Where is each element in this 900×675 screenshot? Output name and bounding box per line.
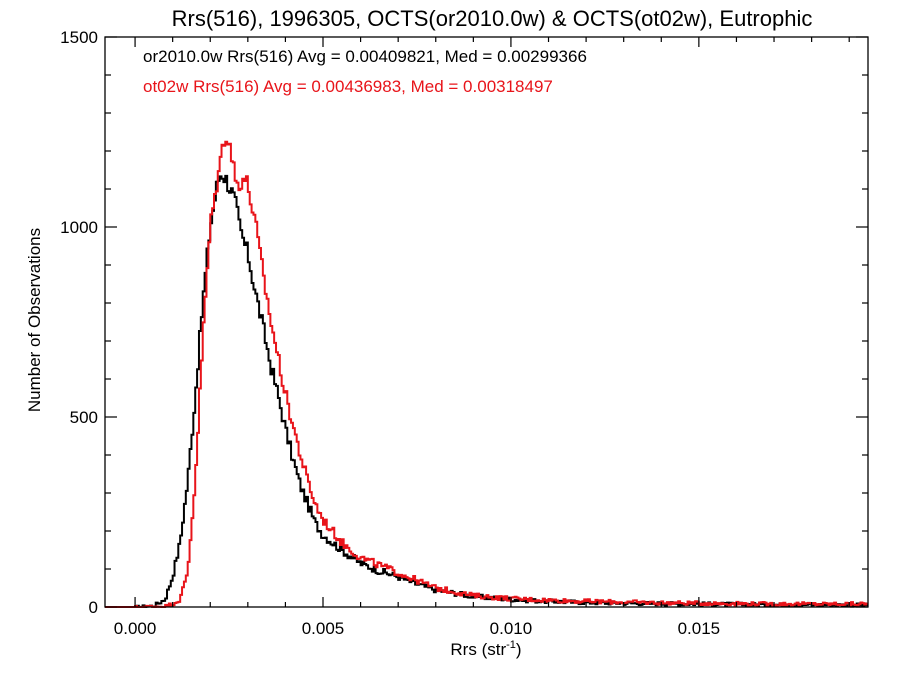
- x-axis-label: Rrs (str-1): [450, 639, 521, 659]
- y-tick-label: 500: [70, 408, 98, 427]
- y-tick-label: 0: [89, 598, 98, 617]
- axis-ticks: 0.000 0.005 0.010 0.015 0 500 1000 1500: [60, 28, 868, 638]
- x-axis-label-superscript: -1: [506, 639, 516, 651]
- x-tick-label: 0.015: [678, 619, 721, 638]
- series-line-0: [105, 174, 868, 608]
- series-layer: [105, 140, 868, 608]
- chart-title: Rrs(516), 1996305, OCTS(or2010.0w) & OCT…: [172, 6, 813, 31]
- x-axis-label-main: Rrs (str: [450, 640, 506, 659]
- y-axis-label: Number of Observations: [25, 228, 44, 412]
- y-tick-label: 1500: [60, 28, 98, 47]
- x-axis-label-close: ): [516, 640, 522, 659]
- legend-entry-ot02w: ot02w Rrs(516) Avg = 0.00436983, Med = 0…: [143, 77, 553, 96]
- legend: or2010.0w Rrs(516) Avg = 0.00409821, Med…: [143, 47, 587, 96]
- plot-frame: [104, 36, 869, 608]
- legend-entry-or2010: or2010.0w Rrs(516) Avg = 0.00409821, Med…: [143, 47, 587, 66]
- series-line-1: [105, 140, 868, 608]
- x-tick-label: 0.010: [490, 619, 533, 638]
- y-tick-label: 1000: [60, 218, 98, 237]
- x-tick-label: 0.000: [114, 619, 157, 638]
- x-tick-label: 0.005: [302, 619, 345, 638]
